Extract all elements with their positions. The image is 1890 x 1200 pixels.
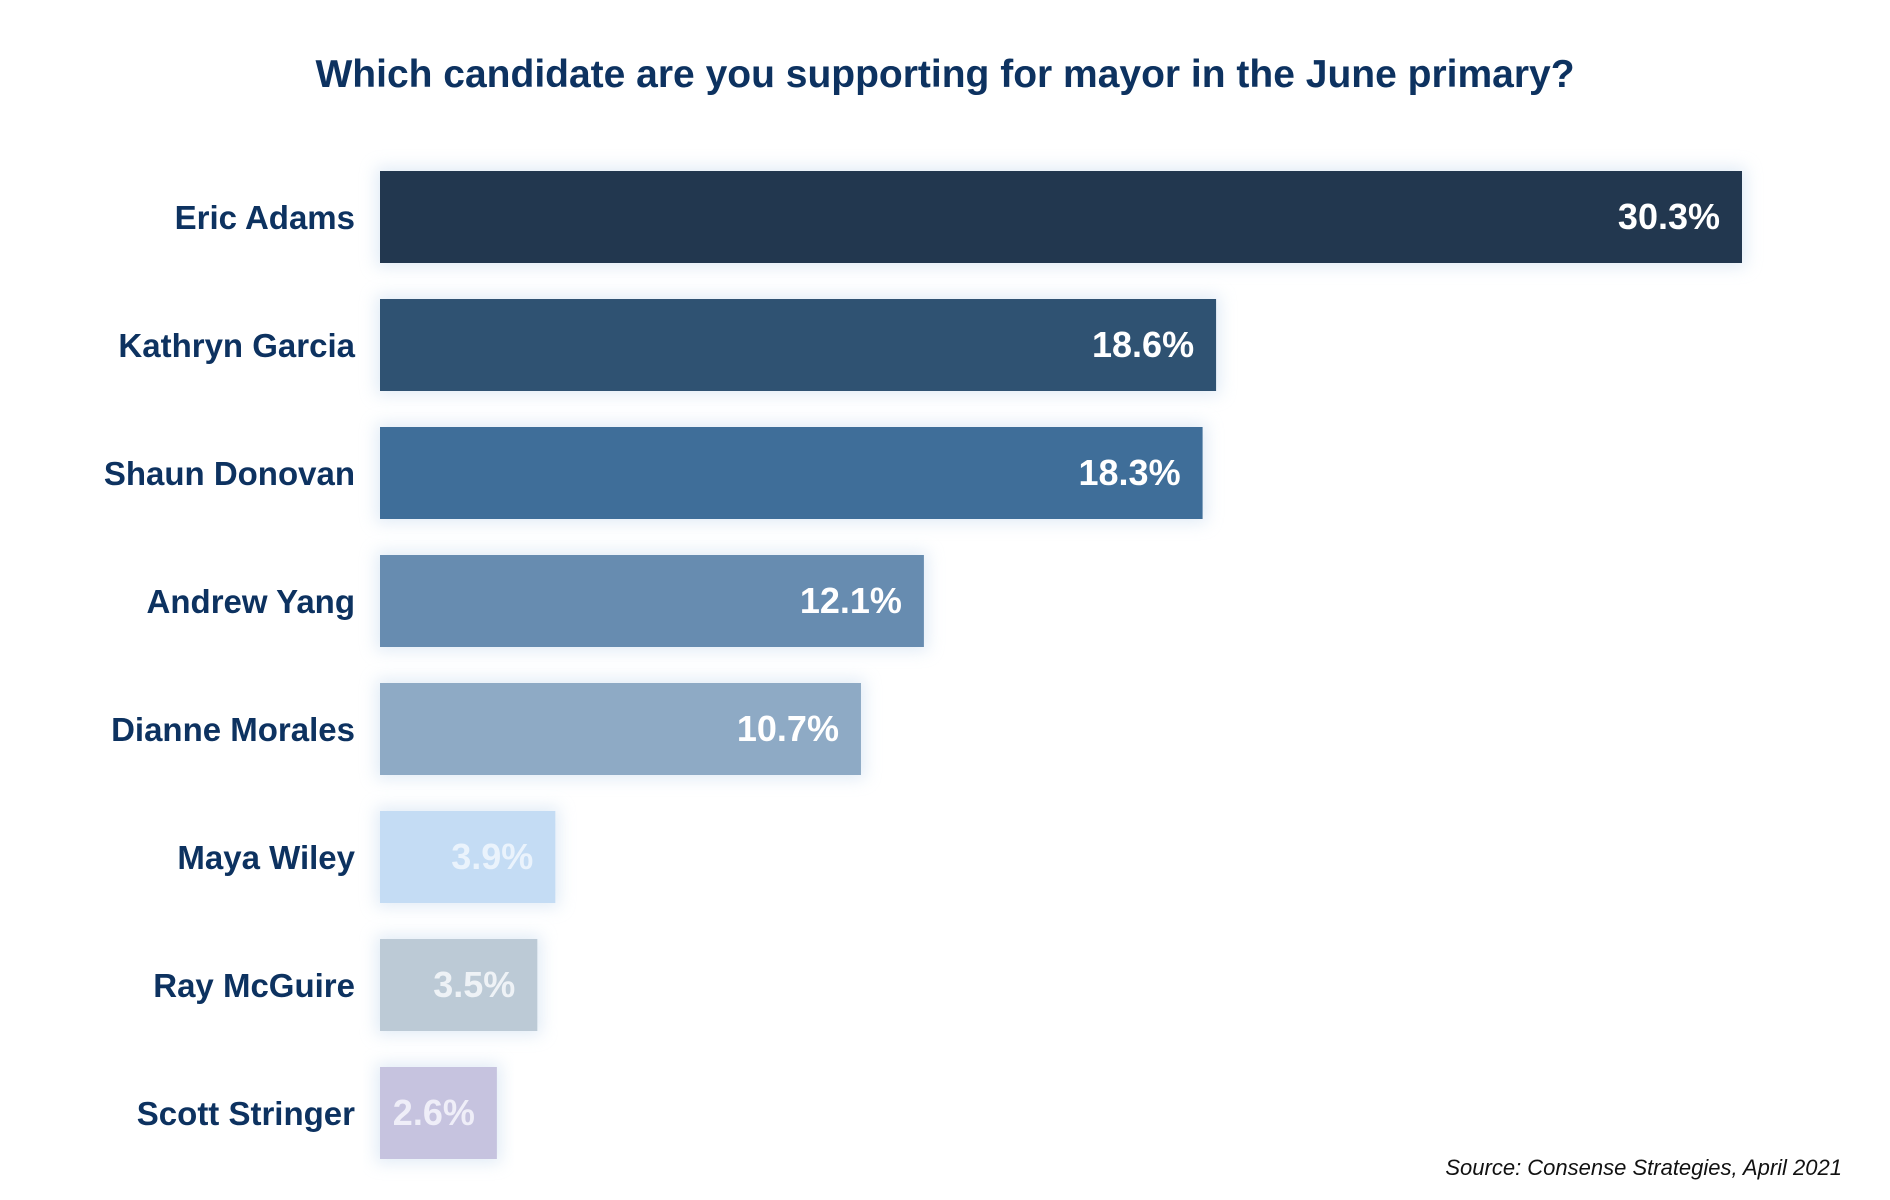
value-label: 18.6% xyxy=(1092,324,1194,365)
value-label: 18.3% xyxy=(1079,452,1181,493)
chart-title: Which candidate are you supporting for m… xyxy=(315,53,1574,96)
value-label: 30.3% xyxy=(1618,196,1720,237)
category-label: Dianne Morales xyxy=(111,711,355,748)
category-label: Kathryn Garcia xyxy=(118,327,355,364)
bar xyxy=(380,683,861,775)
bar xyxy=(380,171,1742,263)
value-label: 10.7% xyxy=(737,708,839,749)
category-label: Scott Stringer xyxy=(137,1095,355,1132)
category-label: Maya Wiley xyxy=(177,839,355,876)
category-label: Shaun Donovan xyxy=(104,455,355,492)
value-label: 12.1% xyxy=(800,580,902,621)
bar xyxy=(380,555,924,647)
bar xyxy=(380,299,1217,391)
value-label: 3.5% xyxy=(433,964,515,1005)
bar xyxy=(380,427,1203,519)
bars-group: Eric Adams 30.3% Kathryn Garcia 18.6% Shaun … xyxy=(104,167,1746,1163)
value-label: 2.6% xyxy=(393,1092,475,1133)
category-label: Eric Adams xyxy=(175,199,355,236)
source-note: Source: Consense Strategies, April 2021 xyxy=(1445,1155,1842,1180)
bar xyxy=(380,811,556,903)
bar xyxy=(380,1067,497,1159)
category-label: Ray McGuire xyxy=(153,967,355,1004)
category-label: Andrew Yang xyxy=(147,583,355,620)
bar xyxy=(380,939,538,1031)
value-label: 3.9% xyxy=(451,836,533,877)
